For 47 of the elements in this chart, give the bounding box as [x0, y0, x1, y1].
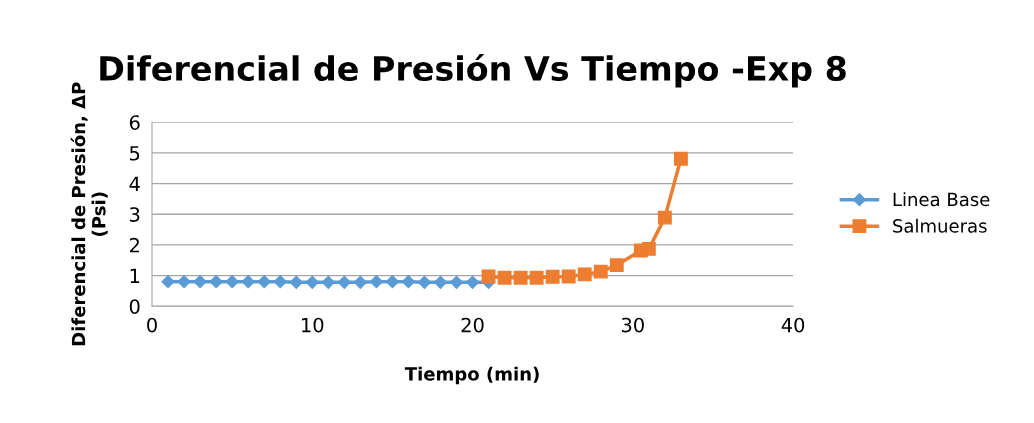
x-tick-label: 30 [621, 317, 644, 333]
point [209, 275, 223, 289]
point [593, 264, 608, 279]
y-tick-label: 0 [129, 299, 140, 314]
y-tick-label: 4 [129, 176, 140, 191]
point [241, 275, 255, 289]
point [673, 151, 688, 166]
point [385, 275, 399, 289]
point [289, 275, 303, 289]
point [417, 275, 432, 289]
point [225, 275, 239, 289]
x-tick-label: 20 [461, 317, 484, 333]
point [369, 275, 383, 289]
point [161, 275, 175, 289]
point [177, 275, 191, 289]
point [497, 270, 512, 285]
point [465, 275, 480, 289]
y-tick-label: 1 [130, 268, 140, 283]
point [561, 269, 576, 284]
point [257, 275, 271, 289]
point [577, 267, 592, 282]
y-tick-label: 2 [129, 237, 139, 253]
point [609, 258, 624, 273]
point [337, 275, 351, 289]
x-tick-label: 0 [147, 317, 157, 333]
point [305, 275, 319, 289]
legend-label: Linea Base [893, 192, 990, 207]
point [481, 269, 496, 284]
legend-label: Salmueras [893, 218, 987, 233]
point [449, 275, 464, 289]
point [657, 210, 672, 225]
x-tick-label: 40 [781, 317, 805, 333]
y-tick-label: 3 [130, 207, 140, 222]
point [433, 275, 448, 289]
y-tick-label: 5 [130, 146, 140, 161]
x-axis-title: Tiempo (min) [404, 366, 539, 385]
point [529, 270, 544, 285]
x-tick-label: 10 [302, 317, 324, 333]
point [273, 275, 287, 289]
y-tick-label: 6 [129, 115, 140, 130]
point [321, 275, 335, 289]
point [545, 269, 560, 284]
point [353, 275, 367, 289]
point [641, 241, 656, 256]
point [513, 270, 528, 285]
point [193, 275, 207, 289]
point [401, 275, 416, 289]
